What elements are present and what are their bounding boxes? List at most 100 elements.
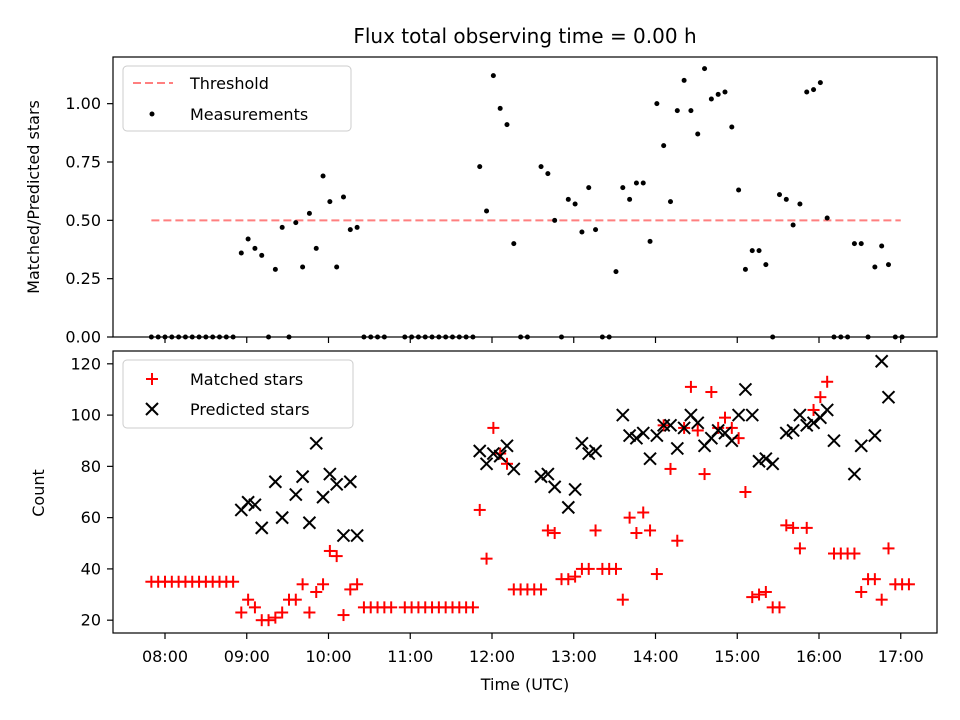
measurement-point [776,192,782,198]
matched-point [644,524,657,537]
matched-point [310,585,323,598]
measurement-point [811,87,817,93]
matched-point [385,601,398,614]
matched-point [759,585,772,598]
matched-point [868,573,881,586]
predicted-point [541,467,555,481]
matched-point [276,606,289,619]
matched-point [344,583,357,596]
measurement-point [640,180,646,186]
measurement-point [586,185,592,191]
matched-point [705,386,718,399]
matched-point [623,511,636,524]
predicted-point [868,428,882,443]
top-y-tick-label: 0.50 [65,211,101,230]
predicted-point [248,498,262,512]
matched-point [637,506,650,519]
matched-point [671,534,684,547]
x-axis-label: Time (UTC) [480,675,569,694]
predicted-point [255,521,269,535]
matched-point [582,562,595,575]
matched-legend-label: Matched stars [190,370,303,389]
top-y-tick-label: 1.00 [65,94,101,113]
matched-legend-swatch [146,373,158,385]
measurement-point [340,194,346,200]
measurement-point [511,241,517,247]
measurement-point [647,238,653,244]
predicted-point [316,490,330,504]
predicted-point [691,416,705,430]
measurement-point [252,245,258,251]
matched-point [541,524,554,537]
predicted-point [670,441,685,456]
measurement-point [736,187,742,193]
measurement-point [885,262,891,268]
bottom-legend-box [122,359,354,429]
x-tick-label: 09:00 [224,647,270,666]
predicted-point [643,451,657,466]
matched-point [793,542,806,555]
matched-point [746,591,759,604]
predicted-point [268,475,283,489]
matched-point [337,609,350,622]
top-legend-box [122,65,352,132]
measurement-point [497,105,503,111]
matched-point [242,593,255,606]
predicted-point [820,403,834,417]
matched-point [780,519,793,532]
measurement-point [579,229,585,235]
measurement-point [545,171,551,177]
predicted-point [575,436,589,450]
matched-point [548,527,561,540]
predicted-point [568,482,582,497]
matched-point [902,578,915,591]
threshold-legend-label: Threshold [189,74,269,93]
measurement-point [347,227,353,233]
predicted-point [323,467,337,481]
measurement-point [490,73,496,79]
measurement-point [306,210,312,216]
matched-point [848,547,861,560]
bottom-y-tick-label: 20 [81,611,101,630]
matched-point [684,380,697,393]
matched-point [875,593,888,606]
measurement-point [879,243,885,249]
measurement-point [661,143,667,149]
measurement-point [824,215,830,221]
measurements-legend-swatch [149,111,155,117]
measurement-point [715,91,721,97]
measurement-point [259,252,265,258]
bottom-plot-area: 20 40 60 80 100 120 08:00 09:00 10:00 11:00 12:00 1… [70,354,923,666]
measurement-point [674,108,680,114]
matched-point [562,573,575,586]
matched-point [289,593,302,606]
matched-point [466,601,479,614]
measurement-point [667,199,673,205]
predicted-point [874,354,889,368]
predicted-legend-label: Predicted stars [190,400,310,419]
measurement-point [763,262,769,268]
predicted-point [881,390,896,404]
measurement-point [783,196,789,202]
measurement-point [729,124,735,130]
predicted-point [629,431,644,445]
matched-point [569,570,582,583]
top-legend: Threshold Measurements [122,65,352,132]
measurement-point [572,201,578,207]
predicted-point [725,434,739,448]
matched-point [712,421,725,434]
matched-point [718,411,731,424]
predicted-point [827,434,841,448]
predicted-point [847,467,862,481]
top-axes-frame [112,56,938,338]
measurement-point [593,227,599,233]
measurement-point [320,173,326,179]
measurement-point [279,224,285,230]
measurement-point [334,264,340,270]
bottom-y-tick-label: 100 [70,406,101,425]
measurement-point [504,122,510,128]
matched-point [609,562,622,575]
matched-point [650,568,663,581]
matched-point [317,578,330,591]
matched-point [494,447,507,460]
